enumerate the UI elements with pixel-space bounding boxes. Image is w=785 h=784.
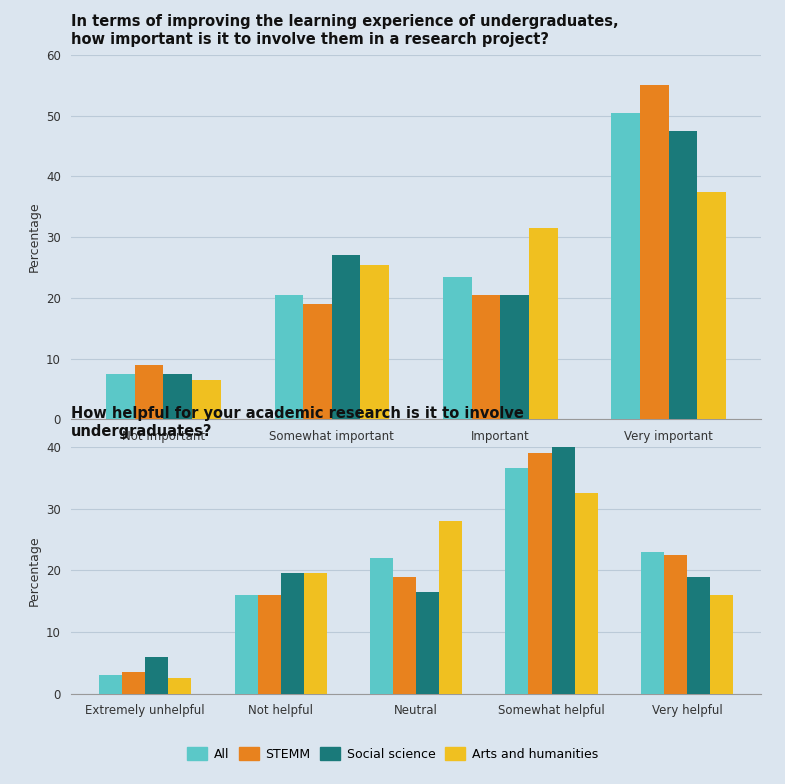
Bar [528,453,552,694]
Bar [710,595,733,694]
Bar [393,576,416,694]
Bar [506,469,528,694]
Bar [235,595,257,694]
Bar [664,555,687,694]
Bar [575,493,597,694]
Bar [472,295,500,419]
Y-axis label: Percentage: Percentage [27,201,41,273]
Bar [332,256,360,419]
Bar [612,113,640,419]
Bar [106,374,135,419]
Text: In terms of improving the learning experience of undergraduates,
how important i: In terms of improving the learning exper… [71,14,619,47]
Bar [275,295,303,419]
Y-axis label: Percentage: Percentage [27,535,41,606]
Bar [416,592,439,694]
Bar [640,85,669,419]
Bar [370,558,393,694]
Bar [552,447,575,694]
Bar [697,191,726,419]
Bar [360,264,389,419]
Bar [280,573,304,694]
Bar [443,277,472,419]
Bar [303,304,332,419]
Bar [192,380,221,419]
Bar [168,678,192,694]
Legend: All, STEMM, Social science, Arts and humanities: All, STEMM, Social science, Arts and hum… [182,742,603,766]
Bar [669,131,697,419]
Bar [122,672,145,694]
Bar [439,521,462,694]
Bar [257,595,280,694]
Bar [687,576,710,694]
Bar [99,675,122,694]
Bar [135,365,163,419]
Text: How helpful for your academic research is it to involve
undergraduates?: How helpful for your academic research i… [71,406,524,439]
Bar [163,374,192,419]
Bar [529,228,557,419]
Bar [145,657,168,694]
Bar [500,295,529,419]
Bar [641,552,664,694]
Bar [304,573,327,694]
